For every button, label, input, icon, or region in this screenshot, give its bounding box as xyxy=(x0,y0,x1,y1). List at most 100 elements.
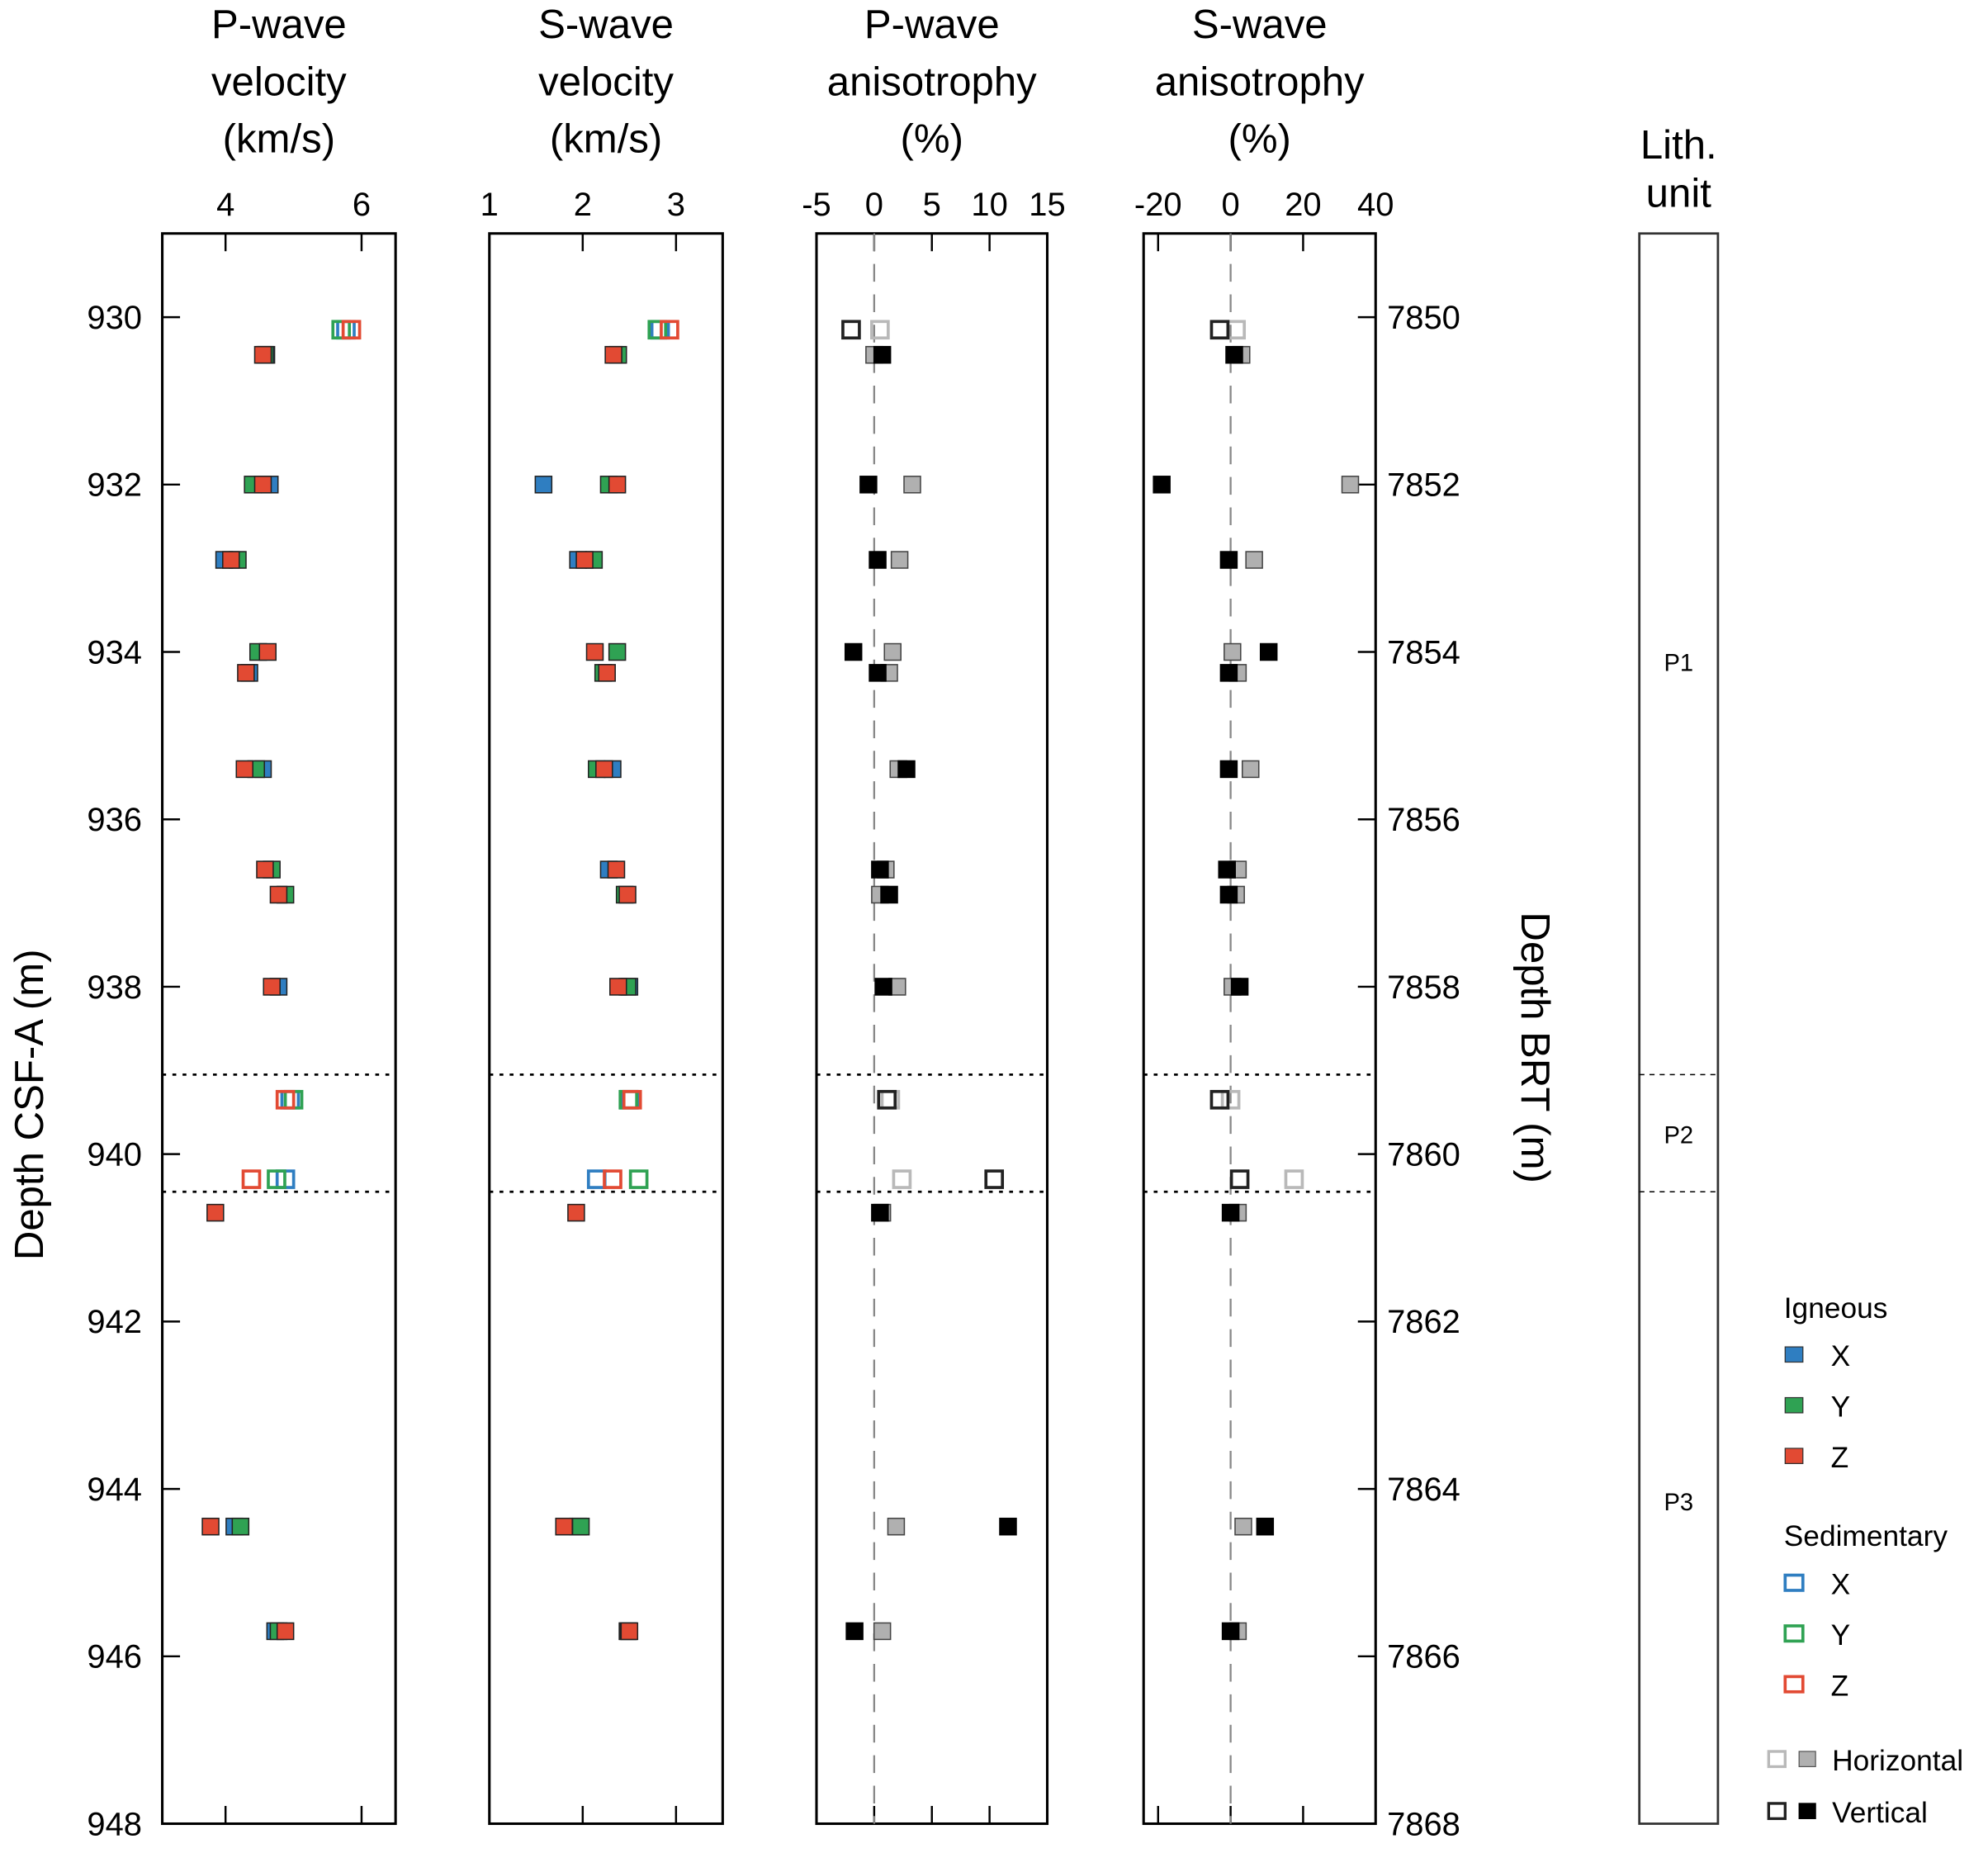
lith-unit-label: P1 xyxy=(1664,651,1693,677)
data-point-s_aniso-sed-h xyxy=(1284,1169,1304,1189)
panel-title-line: anisotrophy xyxy=(827,59,1037,104)
marks-layer xyxy=(201,320,1360,1641)
x-tick-label: 10 xyxy=(971,187,1007,223)
data-point-p_vel-ign-z xyxy=(269,885,288,904)
data-point-s_vel-ign-z xyxy=(608,476,627,494)
data-point-p_vel-ign-z xyxy=(253,345,272,364)
data-point-s_vel-ign-z xyxy=(595,760,613,779)
data-point-p_aniso-ign-v xyxy=(873,345,892,364)
data-point-p_aniso-sed-v xyxy=(877,1089,897,1110)
y-right-tick-label: 7866 xyxy=(1387,1639,1460,1675)
x-tick-label: -20 xyxy=(1134,187,1182,223)
panel-title-line: (%) xyxy=(1228,116,1291,161)
x-tick-label: 6 xyxy=(353,187,371,223)
data-point-s_aniso-ign-h xyxy=(1245,551,1263,569)
legend-swatch-filled-x xyxy=(1784,1346,1804,1363)
legend-orientation-label: Vertical xyxy=(1832,1797,1928,1829)
lith-column-title: Lith. xyxy=(1640,123,1717,168)
y-tick-label: 934 xyxy=(87,634,142,671)
panel-frame xyxy=(488,232,724,1826)
data-point-p_aniso-ign-h xyxy=(883,642,902,661)
legend-swatch-filled-h xyxy=(1798,1751,1816,1768)
data-point-p_aniso-ign-v xyxy=(897,760,916,779)
data-point-s_vel-ign-z xyxy=(567,1203,585,1222)
y-right-tick-label: 7852 xyxy=(1387,467,1460,504)
y-right-tick-label: 7860 xyxy=(1387,1136,1460,1173)
y-right-tick-label: 7858 xyxy=(1387,969,1460,1006)
legend-group-title: Sedimentary xyxy=(1784,1520,1948,1552)
legend-swatch-open-h xyxy=(1767,1750,1787,1769)
data-point-p_aniso-ign-v xyxy=(869,664,887,682)
data-point-p_aniso-ign-v xyxy=(869,551,887,569)
data-point-p_aniso-ign-v xyxy=(880,885,898,904)
data-point-s_vel-ign-x xyxy=(534,476,553,494)
markers-p_vel xyxy=(201,320,362,1641)
panel-s_aniso: S-wave anisotrophy (%) -20 0 20 40 xyxy=(1134,2,1394,1826)
data-point-p_aniso-ign-h xyxy=(890,551,909,569)
data-point-s_vel-ign-z xyxy=(607,860,626,879)
data-point-s_aniso-ign-v xyxy=(1219,885,1238,904)
x-tick-label: 4 xyxy=(216,187,234,223)
x-tick-label: 1 xyxy=(480,187,499,223)
y-axis-title: Depth CSF-A (m) xyxy=(7,949,52,1260)
legend-swatch-filled-v xyxy=(1798,1803,1816,1819)
y-tick-label: 940 xyxy=(87,1136,142,1173)
data-point-s_aniso-sed-v xyxy=(1209,320,1230,340)
lith-unit-label: P2 xyxy=(1664,1123,1693,1149)
data-point-s_vel-sed-z xyxy=(660,320,679,340)
data-point-s_aniso-ign-v xyxy=(1219,664,1238,682)
data-point-p_aniso-sed-h xyxy=(892,1169,912,1189)
x-tick-label: 0 xyxy=(1222,187,1240,223)
y-tick-label: 938 xyxy=(87,969,142,1006)
data-point-p_aniso-ign-h xyxy=(873,1622,892,1641)
data-point-p_aniso-ign-h xyxy=(887,1517,906,1536)
lith-unit-column: Lith.unit P1 P2 P3 xyxy=(1638,123,1720,1825)
data-point-p_vel-ign-z xyxy=(235,760,254,779)
lith-unit-label: P3 xyxy=(1664,1490,1693,1516)
data-point-s_vel-ign-z xyxy=(609,978,627,996)
y-tick-label: 930 xyxy=(87,300,142,336)
data-point-p_vel-ign-y xyxy=(231,1517,250,1536)
data-point-p_aniso-sed-v xyxy=(841,320,861,340)
data-point-p_aniso-ign-v xyxy=(845,1622,864,1641)
data-point-p_vel-ign-z xyxy=(276,1622,295,1641)
panel-s_vel: S-wave velocity (km/s) 1 2 3 xyxy=(480,2,724,1826)
data-point-s_aniso-sed-h xyxy=(1220,1089,1241,1110)
data-point-s_aniso-ign-v xyxy=(1221,1203,1240,1222)
data-point-s_vel-ign-z xyxy=(618,885,637,904)
x-tick-label: 5 xyxy=(923,187,941,223)
legend-item-label: Z xyxy=(1831,1442,1849,1474)
panel-p_aniso: P-wave anisotrophy (%) -5 0 5 10 15 xyxy=(802,2,1066,1826)
legend-item-label: Y xyxy=(1831,1619,1851,1652)
data-point-p_vel-ign-z xyxy=(263,978,281,996)
y-tick-label: 932 xyxy=(87,467,142,504)
data-point-p_aniso-ign-v xyxy=(859,476,878,494)
panel-frame xyxy=(815,232,1049,1826)
panel-title-line: (km/s) xyxy=(550,116,662,161)
markers-s_vel xyxy=(534,320,679,1641)
data-point-s_vel-ign-z xyxy=(555,1517,573,1536)
data-point-s_vel-sed-y xyxy=(647,320,668,340)
panel-title-line: velocity xyxy=(538,59,674,104)
data-point-p_vel-ign-z xyxy=(253,476,272,494)
y-right-tick-label: 7862 xyxy=(1387,1304,1460,1340)
panel-p_vel: P-wave velocity (km/s) 4 6 xyxy=(161,2,397,1826)
data-point-p_aniso-ign-v xyxy=(874,978,892,996)
data-point-s_vel-ign-z xyxy=(604,345,622,364)
panel-title-line: S-wave xyxy=(1192,2,1328,47)
data-point-s_vel-ign-z xyxy=(620,1622,639,1641)
data-point-p_vel-ign-z xyxy=(256,860,274,879)
data-point-s_aniso-ign-h xyxy=(1242,760,1260,779)
axes-layer: 930 932 934 936 938 940 942 944 946 948 Depth CSF-… xyxy=(7,2,1720,1842)
data-point-s_vel-sed-z xyxy=(622,1089,642,1110)
data-point-p_aniso-ign-v xyxy=(999,1517,1017,1536)
legend-item-label: Z xyxy=(1831,1670,1849,1702)
x-tick-label: 40 xyxy=(1357,187,1394,223)
data-point-p_aniso-sed-v xyxy=(984,1169,1005,1189)
y-tick-label: 944 xyxy=(87,1472,142,1508)
data-point-s_aniso-sed-v xyxy=(1209,1089,1230,1110)
data-point-s_vel-sed-y xyxy=(628,1169,649,1189)
data-point-s_vel-sed-x xyxy=(586,1169,607,1189)
data-point-p_aniso-ign-v xyxy=(871,860,889,879)
